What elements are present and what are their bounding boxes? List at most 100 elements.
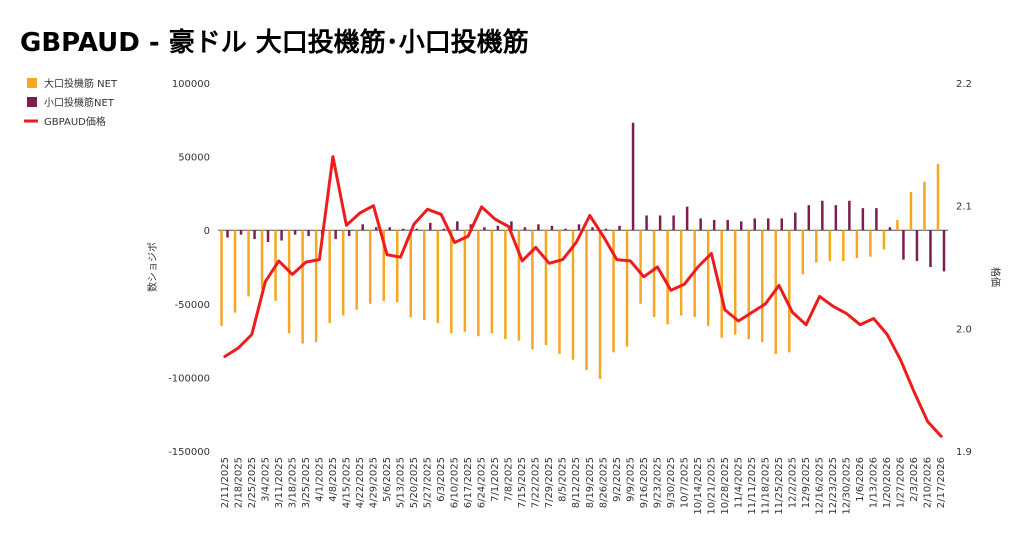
x-tick-label: 2/17/2026 [936, 457, 947, 508]
bar-large-speculator [815, 230, 818, 263]
bar-large-speculator [287, 230, 291, 334]
bar-large-speculator [436, 230, 440, 323]
x-tick-label: 7/29/2025 [544, 457, 555, 508]
y-left-tick-label: -100000 [168, 373, 210, 384]
x-tick-label: 10/28/2025 [720, 457, 731, 515]
x-tick-label: 12/2/2025 [788, 457, 799, 508]
legend-swatch [27, 78, 37, 88]
bar-small-speculator [618, 225, 621, 231]
bar-large-speculator [923, 181, 926, 231]
x-tick-label: 5/13/2025 [396, 457, 407, 508]
bar-large-speculator [666, 230, 669, 325]
x-tick-label: 11/18/2025 [761, 457, 772, 515]
x-tick-label: 5/20/2025 [409, 457, 420, 508]
bar-large-speculator [423, 230, 426, 320]
bar-small-speculator [848, 200, 851, 231]
x-tick-label: 3/25/2025 [301, 457, 312, 508]
bar-large-speculator [801, 230, 805, 275]
x-tick-label: 4/29/2025 [368, 457, 379, 508]
bar-large-speculator [382, 230, 385, 301]
bar-small-speculator [266, 230, 270, 242]
x-tick-label: 12/16/2025 [815, 457, 826, 515]
bar-large-speculator [328, 230, 331, 323]
bar-small-speculator [496, 225, 500, 231]
bar-small-speculator [821, 200, 824, 231]
bar-small-speculator [293, 230, 297, 235]
legend-swatch [27, 97, 37, 107]
bar-small-speculator [888, 227, 892, 231]
x-tick-label: 3/11/2025 [274, 457, 285, 508]
y-left-axis-title: 数ショジポ [146, 242, 159, 292]
bar-small-speculator [834, 205, 838, 231]
bar-small-speculator [767, 218, 770, 231]
x-tick-label: 7/22/2025 [531, 457, 542, 508]
bar-large-speculator [788, 230, 791, 353]
bar-small-speculator [739, 221, 743, 231]
x-tick-label: 1/20/2026 [882, 457, 893, 508]
x-tick-label: 7/8/2025 [504, 457, 515, 502]
bar-large-speculator [585, 230, 588, 371]
bar-small-speculator [658, 215, 662, 231]
x-tick-label: 9/23/2025 [652, 457, 663, 508]
x-tick-label: 2/10/2026 [923, 457, 934, 508]
y-left-tick-label: -150000 [168, 447, 210, 458]
bar-large-speculator [612, 230, 615, 353]
x-tick-label: 3/4/2025 [260, 457, 271, 502]
bar-small-speculator [510, 221, 513, 231]
bar-small-speculator [604, 228, 608, 231]
bar-large-speculator [828, 230, 832, 262]
bar-small-speculator [915, 230, 919, 262]
bar-small-speculator [374, 227, 378, 231]
x-tick-label: 2/25/2025 [247, 457, 258, 508]
bar-large-speculator [761, 230, 764, 343]
x-tick-label: 1/6/2026 [855, 457, 866, 502]
x-tick-label: 9/30/2025 [666, 457, 677, 508]
bar-small-speculator [550, 225, 554, 231]
bar-small-speculator [307, 230, 310, 237]
bar-large-speculator [882, 230, 886, 250]
legend-label: 小口投機筋NET [44, 96, 115, 109]
bar-small-speculator [577, 224, 581, 231]
bar-small-speculator [361, 224, 364, 231]
bar-small-speculator [726, 219, 729, 231]
x-tick-label: 4/15/2025 [341, 457, 352, 508]
x-tick-label: 5/6/2025 [382, 457, 393, 502]
bar-large-speculator [652, 230, 656, 318]
bar-large-speculator [341, 230, 345, 316]
bar-small-speculator [631, 122, 635, 231]
x-tick-label: 5/27/2025 [423, 457, 434, 508]
bar-large-speculator [639, 230, 642, 304]
x-tick-label: 9/16/2025 [639, 457, 650, 508]
price-line [223, 155, 943, 438]
x-tick-label: 12/30/2025 [842, 457, 853, 515]
bar-large-speculator [896, 219, 899, 231]
bar-small-speculator [875, 208, 878, 231]
x-tick-label: 2/11/2025 [220, 457, 231, 508]
bar-small-speculator [794, 212, 797, 231]
bar-large-speculator [544, 230, 548, 346]
bar-small-speculator [347, 230, 351, 237]
x-tick-label: 2/3/2026 [909, 457, 920, 502]
bar-small-speculator [685, 206, 689, 231]
x-tick-label: 6/3/2025 [436, 457, 447, 502]
bar-small-speculator [334, 230, 337, 240]
y-right-tick-label: 2.1 [956, 202, 972, 213]
bar-small-speculator [415, 228, 419, 231]
y-left-tick-label: -50000 [175, 300, 210, 311]
bar-large-speculator [396, 230, 399, 303]
bar-large-speculator [706, 230, 710, 326]
legend-label: GBPAUD価格 [44, 115, 106, 128]
bar-large-speculator [855, 230, 859, 259]
bar-large-speculator [220, 230, 223, 326]
bar-small-speculator [753, 218, 756, 231]
x-tick-label: 12/23/2025 [828, 457, 839, 515]
bar-small-speculator [523, 227, 527, 231]
bar-small-speculator [442, 228, 446, 231]
bar-small-speculator [483, 227, 486, 231]
x-tick-label: 1/27/2026 [896, 457, 907, 508]
x-tick-label: 10/14/2025 [693, 457, 704, 515]
bar-large-speculator [260, 230, 264, 290]
bar-large-speculator [355, 230, 358, 310]
x-tick-label: 6/24/2025 [477, 457, 488, 508]
bar-small-speculator [253, 230, 256, 240]
